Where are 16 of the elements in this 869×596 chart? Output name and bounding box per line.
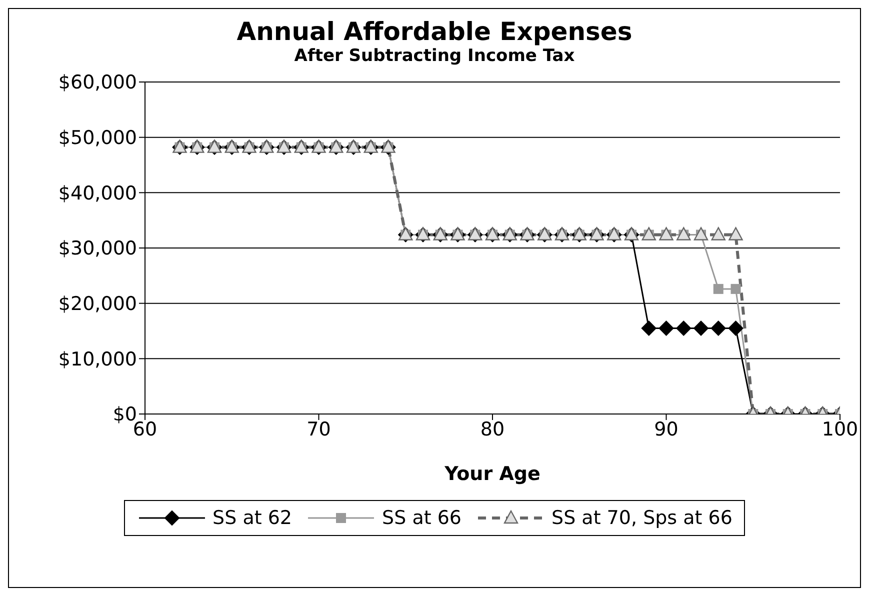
y-tick-label: $20,000 [58,293,137,316]
x-axis-title: Your Age [444,463,540,485]
x-tick-label: 100 [822,418,858,440]
chart-subtitle: After Subtracting Income Tax [293,46,576,66]
legend-label: SS at 66 [382,507,462,529]
y-tick-label: $10,000 [58,348,137,370]
legend-label: SS at 70, Sps at 66 [552,507,732,529]
y-tick-label: $40,000 [58,182,137,204]
y-tick-label: $50,000 [58,127,137,150]
x-tick-label: 90 [654,418,678,440]
chart-title: Annual Affordable Expenses [236,17,634,46]
x-tick-label: 70 [306,418,331,440]
y-tick-label: $30,000 [58,238,137,260]
legend-label: SS at 62 [212,507,292,529]
x-tick-label: 80 [480,418,505,440]
y-tick-label: $60,000 [58,72,137,94]
